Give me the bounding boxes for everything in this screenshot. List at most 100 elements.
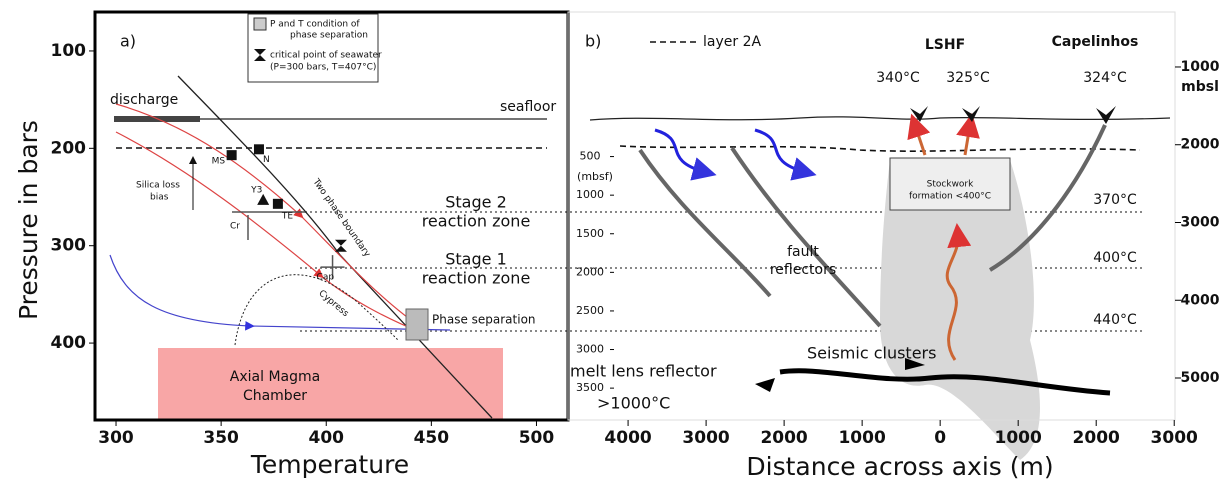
legend-text: (P=300 bars, T=407°C) [270, 63, 376, 73]
annotation: LSHF [925, 37, 965, 53]
y2-tick-label: 500 [580, 150, 601, 163]
legend-symbol [253, 17, 267, 31]
x-tick-label: 350 [203, 428, 239, 448]
annotation: layer 2A [703, 34, 761, 50]
annotation: Axial Magma [230, 369, 320, 385]
layer-2a-line [619, 145, 1141, 152]
annotation: 440°C [1093, 312, 1137, 328]
point-label: Y3 [250, 185, 262, 195]
annotation: Phase separation [432, 313, 536, 327]
legend-symbol [254, 49, 266, 61]
x-tick-label: 400 [308, 428, 344, 448]
panel-label: a) [120, 32, 136, 51]
point-label: N [263, 155, 270, 165]
annotation: reflectors [770, 262, 836, 278]
y2-tick-label: 3000 [576, 343, 604, 356]
y-unit: mbsl [1181, 79, 1219, 95]
y-tick-label: 4000 [1181, 292, 1220, 308]
annotation: melt lens reflector [570, 362, 717, 381]
cypress-path [234, 274, 399, 346]
x-tick-label: 3000 [682, 428, 729, 448]
y2-tick-label: 3500 [576, 381, 604, 394]
point-label: TE [281, 211, 293, 221]
annotation: Chamber [243, 388, 307, 404]
annotation: Stockwork [927, 180, 974, 190]
y-tick-label: 2000 [1181, 137, 1220, 153]
x-axis-title: Distance across axis (m) [746, 452, 1053, 481]
annotation: seafloor [500, 99, 556, 115]
point [257, 193, 270, 205]
y2-tick-label: 2500 [576, 304, 604, 317]
annotation: 340°C [876, 70, 920, 86]
annotation: Seismic clusters [807, 344, 936, 363]
annotation: 370°C [1093, 192, 1137, 208]
magma-chamber [158, 348, 503, 420]
stage-label: reaction zone [422, 269, 531, 288]
annotation: fault [787, 244, 819, 260]
upflow-arrows [907, 113, 980, 361]
isotherm-lines [300, 211, 1145, 332]
x-tick-label: 450 [414, 428, 450, 448]
y-tick-label: 3000 [1181, 214, 1220, 230]
two-phase-boundary [177, 75, 493, 419]
annotation: Cr [230, 222, 240, 232]
critical-point [334, 239, 347, 252]
y2-unit: (mbsf) [577, 170, 613, 183]
y2-tick-label: 2000 [576, 265, 604, 278]
annotation: 400°C [1093, 250, 1137, 266]
point [253, 144, 264, 155]
y2-tick-label: 1500 [576, 227, 604, 240]
annotation: Capelinhos [1052, 34, 1139, 50]
x-tick-label: 1000 [995, 428, 1042, 448]
stage-label: Stage 2 [445, 193, 507, 212]
x-tick-label: 0 [934, 428, 946, 448]
phase-separation-box [405, 308, 429, 341]
point-label: Cap [317, 273, 335, 283]
x-tick-label: 2000 [1073, 428, 1120, 448]
fault-reflectors [638, 146, 882, 328]
y-axis-title: Pressure in bars [14, 120, 43, 320]
legend-text: phase separation [290, 31, 368, 41]
annotation: Silica loss [136, 181, 180, 191]
x-tick-label: 500 [519, 428, 555, 448]
panel-label: b) [585, 32, 601, 51]
blue-path [109, 254, 451, 331]
x-tick-label: 1000 [838, 428, 885, 448]
legend-text: P and T condition of [270, 20, 360, 30]
stage-label: Stage 1 [445, 250, 507, 269]
y-tick-label: 1000 [1181, 59, 1220, 75]
pointer [755, 378, 775, 392]
red-path [115, 131, 421, 333]
x-tick-label: 3000 [1151, 428, 1198, 448]
y-tick-label: 300 [51, 236, 87, 256]
y-tick-label: 5000 [1181, 370, 1220, 386]
melt-lens [779, 368, 1111, 396]
y-tick-label: 400 [51, 333, 87, 353]
red-path [115, 103, 426, 331]
stockwork-box [889, 157, 1011, 211]
x-tick-label: 2000 [760, 428, 807, 448]
legend-text: critical point of seawater [270, 51, 382, 61]
annotation: discharge [110, 92, 178, 108]
point-label: MS [212, 157, 226, 167]
panel-b-frame [567, 11, 1176, 421]
annotation: 324°C [1083, 70, 1127, 86]
y2-tick-label: 1000 [576, 188, 604, 201]
plume [880, 160, 1040, 460]
point [226, 150, 237, 161]
capelinhos-path [988, 124, 1107, 272]
x-tick-label: 4000 [604, 428, 651, 448]
point [320, 255, 345, 280]
seafloor-b [589, 116, 1171, 121]
annotation: bias [150, 193, 169, 203]
pointer [905, 358, 925, 370]
y-tick-label: 200 [51, 138, 87, 158]
point [272, 198, 283, 209]
vents [910, 106, 1116, 124]
y-tick-label: 100 [51, 41, 87, 61]
stage-label: reaction zone [422, 212, 531, 231]
legend-box [247, 13, 379, 83]
x-tick-label: 300 [98, 428, 134, 448]
